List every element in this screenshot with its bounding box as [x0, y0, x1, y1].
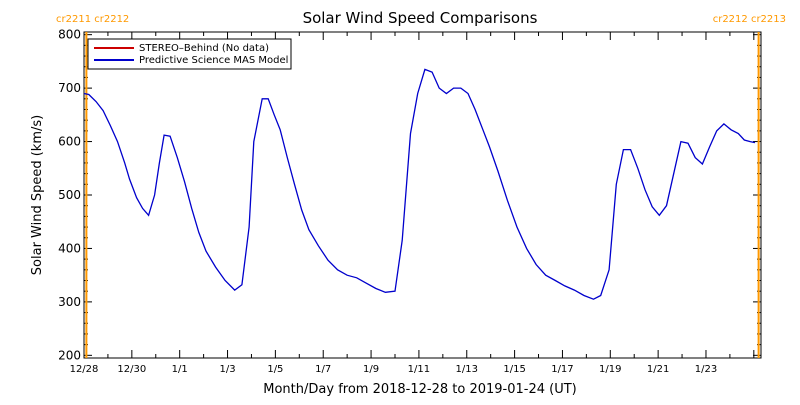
x-tick-label: 1/15: [503, 364, 525, 375]
chart-title: Solar Wind Speed Comparisons: [303, 9, 538, 27]
legend-box: [87, 38, 292, 70]
x-tick-label: 1/3: [219, 364, 235, 375]
series-line-mas-model: [83, 68, 756, 300]
x-tick-label: 1/11: [408, 364, 430, 375]
x-tick-label: 1/13: [456, 364, 478, 375]
y-tick-label: 300: [58, 295, 81, 309]
x-axis-label: Month/Day from 2018-12-28 to 2019-01-24 …: [263, 382, 576, 397]
y-tick-label: 400: [58, 241, 81, 255]
y-tick-label: 200: [58, 348, 81, 362]
y-tick-label: 700: [58, 81, 81, 95]
y-tick-label: 600: [58, 135, 81, 149]
x-tick-label: 12/28: [70, 364, 99, 375]
series-layer: [83, 68, 756, 300]
legend-label-mas: Predictive Science MAS Model: [139, 55, 288, 66]
carrington-marker-label: cr2211 cr2212: [56, 14, 129, 25]
x-tick-label: 1/19: [599, 364, 621, 375]
x-tick-label: 1/17: [551, 364, 573, 375]
plot-frame: [83, 31, 762, 359]
carrington-marker-label: cr2212 cr2213: [713, 14, 786, 25]
x-tick-label: 1/5: [267, 364, 283, 375]
y-tick-label: 800: [58, 28, 81, 42]
x-tick-label: 1/9: [363, 364, 379, 375]
x-axis: 12/28 12/30 1/1 1/3 1/5 1/7 1/9 1/11 1/13 1/15 1/1…: [70, 32, 755, 375]
x-tick-label: 1/23: [695, 364, 717, 375]
carrington-markers: cr2211 cr2212 cr2212 cr2213: [56, 14, 786, 358]
x-tick-label: 1/7: [315, 364, 331, 375]
y-tick-label: 500: [58, 188, 81, 202]
legend-label-stereo: STEREO–Behind (No data): [139, 43, 269, 54]
x-tick-label: 1/21: [647, 364, 669, 375]
legend: STEREO–Behind (No data) Predictive Scien…: [87, 38, 292, 70]
x-tick-label: 12/30: [117, 364, 146, 375]
y-axis: 200 300 400 500 600 700 800: [58, 28, 761, 362]
y-axis-label: Solar Wind Speed (km/s): [30, 115, 45, 275]
x-tick-label: 1/1: [172, 364, 188, 375]
